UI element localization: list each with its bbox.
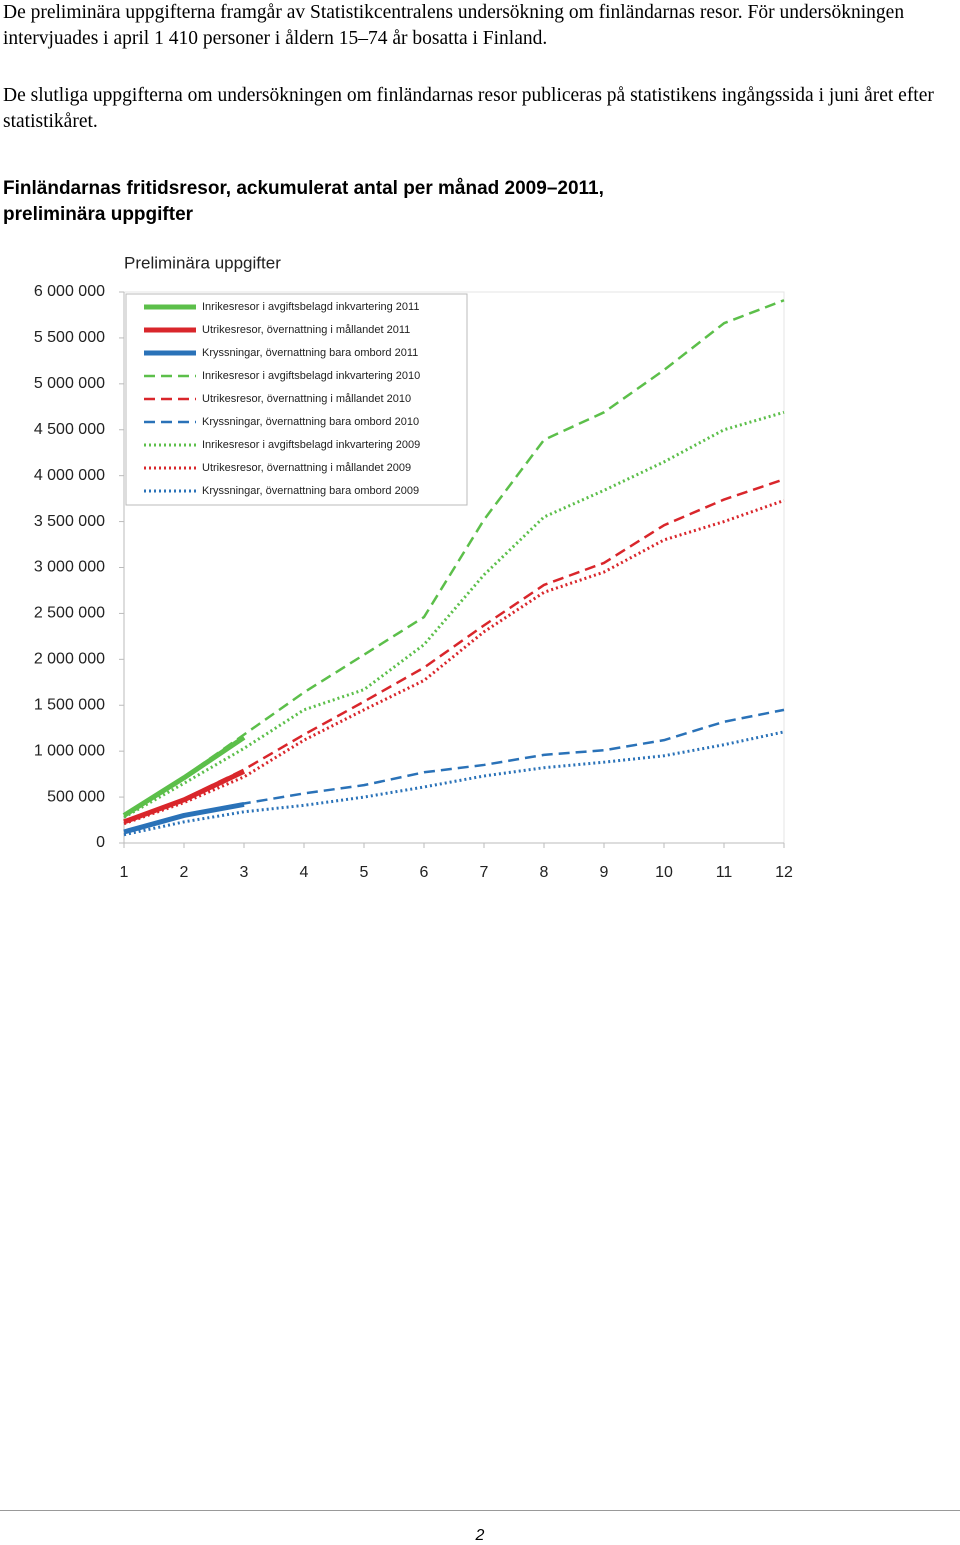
x-tick-label: 5: [360, 864, 369, 881]
footer-line: [0, 1510, 960, 1511]
y-tick-label: 6 000 000: [34, 283, 105, 300]
y-tick-label: 4 500 000: [34, 421, 105, 438]
y-tick-label: 5 000 000: [34, 375, 105, 392]
y-tick-label: 500 000: [47, 788, 105, 805]
legend-label: Inrikesresor i avgiftsbelagd inkvarterin…: [202, 370, 420, 382]
heading: Finländarnas fritidsresor, ackumulerat a…: [3, 178, 604, 225]
legend-label: Kryssningar, övernattning bara ombord 20…: [202, 485, 419, 497]
series-line: [123, 478, 785, 823]
x-tick-label: 4: [300, 864, 309, 881]
page-number: 2: [475, 1527, 485, 1544]
chart-title: Preliminära uppgifter: [124, 253, 281, 272]
y-tick-label: 2 500 000: [34, 605, 105, 622]
series-line: [123, 730, 785, 837]
x-tick-label: 2: [180, 864, 189, 881]
legend-label: Inrikesresor i avgiftsbelagd inkvarterin…: [202, 301, 419, 313]
legend-label: Utrikesresor, övernattning i mållandet 2…: [202, 324, 410, 336]
y-tick-label: 5 500 000: [34, 329, 105, 346]
y-tick-label: 4 000 000: [34, 467, 105, 484]
legend-label: Utrikesresor, övernattning i mållandet 2…: [202, 462, 411, 474]
series-line: [123, 499, 785, 826]
x-tick-label: 10: [655, 864, 673, 881]
legend-label: Kryssningar, övernattning bara ombord 20…: [202, 347, 418, 359]
x-tick-label: 11: [716, 864, 733, 881]
x-tick-label: 12: [775, 864, 793, 881]
y-tick-label: 0: [96, 834, 105, 851]
series-line: [123, 299, 785, 816]
chart: Preliminära uppgifter 0 500 000 1 000 000 1…: [34, 253, 793, 881]
legend-label: Kryssningar, övernattning bara ombord 20…: [202, 416, 419, 428]
y-tick-label: 2 000 000: [34, 651, 105, 668]
paragraph: De slutliga uppgifterna om undersökninge…: [3, 85, 934, 132]
x-tick-label: 3: [240, 864, 249, 881]
y-tick-label: 1 500 000: [34, 696, 105, 713]
x-tick-label: 8: [540, 864, 549, 881]
series-line: [123, 410, 785, 819]
series-line: [123, 801, 245, 835]
x-tick-label: 9: [600, 864, 609, 881]
legend-label: Utrikesresor, övernattning i mållandet 2…: [202, 393, 411, 405]
paragraph: De preliminära uppgifterna framgår av St…: [3, 2, 905, 49]
x-tick-label: 6: [420, 864, 429, 881]
legend-label: Inrikesresor i avgiftsbelagd inkvarterin…: [202, 439, 420, 451]
y-tick-label: 1 000 000: [34, 742, 105, 759]
y-tick-label: 3 000 000: [34, 559, 105, 576]
x-tick-label: 7: [480, 864, 489, 881]
x-tick-label: 1: [120, 864, 129, 881]
series-line: [123, 708, 785, 833]
y-tick-label: 3 500 000: [34, 513, 105, 530]
